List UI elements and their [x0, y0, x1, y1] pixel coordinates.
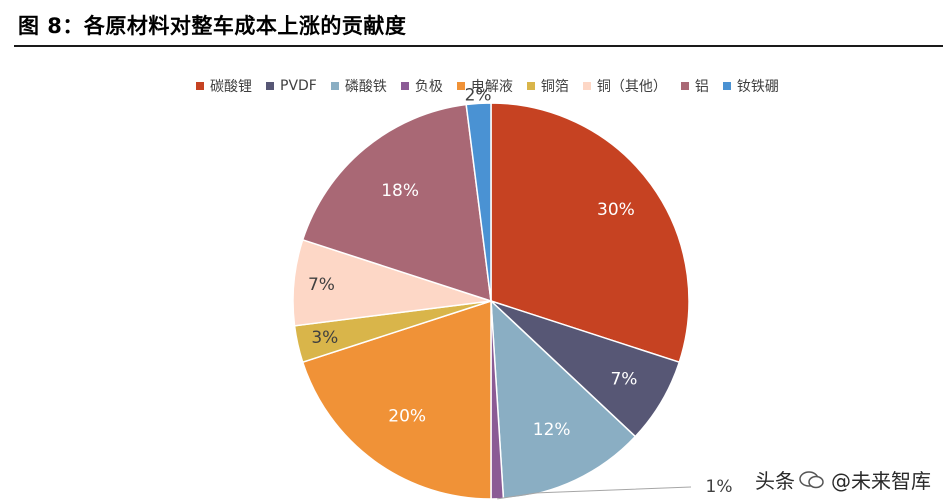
slice-label: 18% [381, 181, 419, 201]
legend-item: 铝 [680, 76, 709, 96]
pie-slice [301, 103, 492, 303]
slice-label: 20% [388, 406, 426, 426]
legend-swatch [582, 82, 591, 90]
legend-swatch [266, 82, 274, 90]
legend-swatch [400, 82, 409, 90]
legend-label: PVDF [280, 78, 317, 94]
legend-item: 电解液 [456, 76, 513, 96]
legend-item: 磷酸铁 [330, 76, 387, 96]
legend-swatch [722, 82, 731, 90]
legend-label: 铝 [694, 79, 709, 95]
pie-slice [301, 299, 492, 500]
watermark-account: @未来智库 [831, 469, 931, 493]
legend-label: 铜（其他） [596, 79, 667, 95]
legend-label: 负极 [414, 79, 443, 95]
chart-legend: 碳酸锂 PVDF 磷酸铁 负极 电解液 铜箔 铜（其他） 铝 钕铁硼 [196, 77, 793, 95]
figure-title: 图 8：各原材料对整车成本上涨的贡献度 [18, 14, 407, 38]
watermark-prefix: 头条 [755, 469, 795, 493]
slice-label: 7% [610, 370, 637, 390]
legend-item: 铜（其他） [582, 76, 667, 96]
wechat-bubble-icon [799, 470, 824, 488]
slice-label: 1% [706, 477, 733, 497]
leader-line [497, 486, 692, 500]
slice-label: 2% [465, 85, 492, 105]
pie-slice [490, 299, 637, 500]
legend-swatch [526, 82, 535, 90]
legend-swatch [196, 82, 204, 90]
slice-label: 7% [308, 275, 335, 295]
legend-swatch [456, 82, 465, 90]
slice-label: 12% [533, 420, 571, 440]
legend-label: 碳酸锂 [210, 79, 252, 95]
legend-item: 钕铁硼 [722, 76, 779, 96]
legend-item: 负极 [400, 76, 443, 96]
pie-slice [465, 102, 492, 302]
legend-label: 磷酸铁 [344, 79, 387, 95]
legend-label: 铜箔 [540, 79, 569, 95]
legend-label: 电解液 [470, 79, 513, 95]
legend-label: 钕铁硼 [736, 79, 779, 95]
legend-item: 碳酸锂 [196, 76, 252, 96]
legend-item: PVDF [266, 78, 317, 94]
watermark: 头条 @未来智库 [755, 465, 931, 494]
slice-label: 30% [597, 200, 635, 220]
legend-swatch [330, 82, 339, 90]
legend-swatch [680, 82, 689, 90]
slice-label: 3% [311, 328, 338, 348]
pie-slice [490, 102, 690, 364]
legend-item: 铜箔 [526, 76, 569, 96]
title-divider [14, 45, 943, 47]
